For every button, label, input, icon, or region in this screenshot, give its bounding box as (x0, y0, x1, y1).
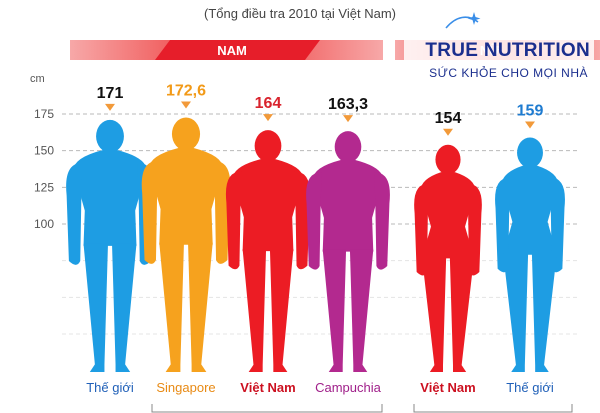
brand-name: TRUE NUTRITION (425, 40, 590, 61)
left-leg (503, 252, 529, 372)
head (96, 119, 124, 153)
left-arm (306, 172, 322, 270)
torso (232, 159, 304, 252)
nam-bracket (151, 404, 383, 413)
right-arm (549, 177, 565, 273)
sparkle-icon (445, 12, 481, 29)
left-leg (159, 242, 184, 372)
head (517, 137, 543, 168)
torso (420, 172, 476, 259)
right-leg (269, 249, 294, 372)
left-leg (421, 256, 447, 372)
head (254, 130, 282, 162)
person-figure (414, 144, 482, 372)
right-leg (531, 252, 557, 372)
right-leg (349, 249, 374, 372)
right-leg (112, 243, 137, 372)
person-figure (141, 117, 231, 372)
value-marker (181, 101, 191, 109)
right-leg (188, 242, 213, 372)
brand-logo: TRUE NUTRITION SỨC KHỎE CHO MỌI NHÀ (404, 10, 594, 80)
category-label: Campuchia (315, 380, 382, 395)
head (435, 144, 461, 175)
right-arm (374, 172, 390, 270)
label-layer: 171 Thế giới 172,6 Singapore 164 Việt Nam 163,… (86, 83, 573, 413)
torso (313, 160, 383, 252)
value-label: 163,3 (328, 96, 368, 113)
category-label: Singapore (156, 380, 215, 395)
torso (149, 148, 223, 245)
page-subtitle: (Tổng điều tra 2010 tại Việt Nam) (204, 6, 396, 21)
value-label: 171 (97, 85, 124, 102)
value-label: 172,6 (166, 83, 206, 100)
y-tick-label-2: 150 (34, 144, 54, 158)
category-label: Thế giới (506, 380, 554, 395)
value-label: 164 (255, 95, 282, 112)
figure-layer (66, 117, 565, 372)
category-label: Thế giới (86, 380, 134, 395)
nu-bracket (413, 404, 573, 413)
person-figure (306, 131, 390, 372)
torso (501, 165, 559, 255)
group-label-nam: NAM (217, 43, 247, 58)
value-label: 154 (435, 110, 462, 127)
person-figure (225, 130, 311, 372)
brand-tagline: SỨC KHỎE CHO MỌI NHÀ (429, 66, 588, 80)
left-arm (414, 183, 429, 276)
person-figure (495, 137, 565, 372)
value-marker (525, 121, 535, 129)
category-label: Việt Nam (420, 380, 475, 395)
left-leg (83, 243, 108, 372)
value-label: 159 (517, 102, 544, 119)
head (171, 117, 201, 151)
value-marker (443, 128, 453, 136)
brand-background (404, 10, 594, 80)
value-marker (105, 103, 115, 111)
right-leg (449, 256, 475, 372)
left-leg (242, 249, 267, 372)
y-tick-label-0: 100 (34, 217, 54, 231)
y-axis-unit: cm (30, 73, 45, 85)
nam-band-center (155, 40, 320, 60)
value-marker (263, 114, 273, 122)
torso (73, 150, 147, 246)
left-arm (495, 177, 511, 273)
y-tick-label-1: 125 (34, 180, 54, 194)
right-arm (213, 160, 231, 264)
value-marker (343, 115, 353, 123)
head (334, 131, 362, 163)
left-arm (141, 160, 159, 264)
right-arm (467, 183, 482, 276)
y-tick-label-3: 175 (34, 107, 54, 121)
left-arm (225, 171, 242, 270)
left-leg (322, 249, 347, 372)
left-arm (66, 162, 83, 265)
category-label: Việt Nam (240, 380, 295, 395)
